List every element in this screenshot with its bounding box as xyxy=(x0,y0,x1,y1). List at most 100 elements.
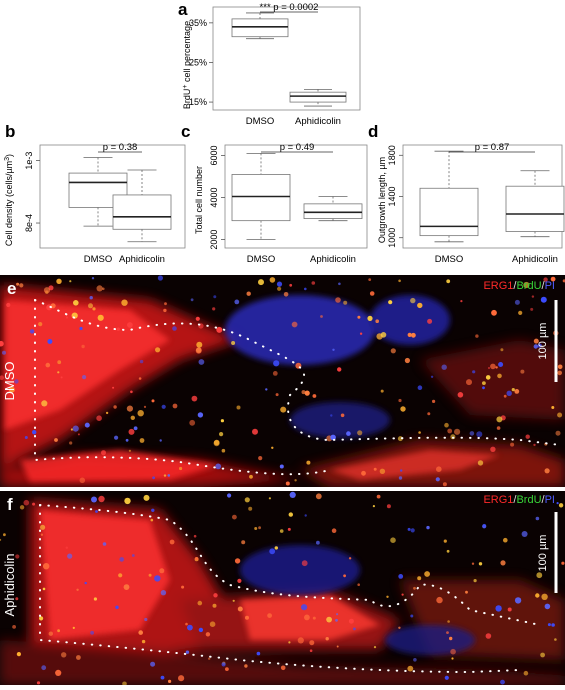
cell-dot xyxy=(178,675,185,682)
cell-dot xyxy=(123,584,130,590)
cell-dot xyxy=(304,287,307,291)
panel-e-nuclei-blue xyxy=(225,295,450,438)
cell-dot xyxy=(2,350,6,355)
cell-dot xyxy=(41,665,47,671)
cell-dot xyxy=(47,339,53,344)
plot-a-area: 15% 25% 35% DMSO Aphidicolin *** p = 0.0002 xyxy=(189,2,361,127)
cell-dot xyxy=(19,283,24,288)
significance-label: p = 0.38 xyxy=(103,142,138,153)
panel-f-tissue-bright xyxy=(40,510,380,640)
cell-dot xyxy=(400,469,403,472)
cell-dot xyxy=(346,431,351,436)
cell-dot xyxy=(336,613,339,616)
cell-dot xyxy=(413,658,417,662)
cell-dot xyxy=(221,448,226,453)
panel-f-letter: f xyxy=(7,495,13,514)
cell-dot xyxy=(225,667,229,671)
cell-dot xyxy=(57,371,60,374)
panel-a-letter: a xyxy=(178,0,188,19)
cell-dot xyxy=(246,291,251,296)
cell-dot xyxy=(205,632,211,637)
cell-dot xyxy=(40,524,46,530)
cell-dot xyxy=(275,393,279,397)
cell-dot xyxy=(154,575,161,582)
cell-dot xyxy=(472,370,476,374)
cell-dot xyxy=(23,499,30,506)
cell-dot xyxy=(169,539,175,545)
cell-dot xyxy=(269,548,276,555)
cell-dot xyxy=(325,637,329,641)
cell-dot xyxy=(485,375,491,380)
cell-dot xyxy=(172,326,177,331)
cell-dot xyxy=(331,528,337,533)
cell-dot xyxy=(490,363,496,370)
y-tick-label: 35% xyxy=(189,18,207,28)
cell-dot xyxy=(544,603,551,610)
cell-dot xyxy=(447,428,453,434)
cell-dot xyxy=(231,341,236,345)
cell-dot xyxy=(375,319,380,324)
cell-dot xyxy=(65,316,69,319)
cell-dot xyxy=(258,456,263,461)
cell-dot xyxy=(185,650,190,654)
cell-dot xyxy=(118,573,123,578)
cell-dot xyxy=(533,344,538,349)
cell-dot xyxy=(476,431,483,438)
cell-dot xyxy=(72,626,75,630)
cell-dot xyxy=(191,395,198,402)
cell-dot xyxy=(289,491,296,498)
cell-dot xyxy=(368,278,372,281)
cell-dot xyxy=(115,605,119,609)
cell-dot xyxy=(551,623,555,627)
cell-dot xyxy=(164,302,167,306)
cell-dot xyxy=(475,334,479,338)
cell-dot xyxy=(535,593,540,598)
cell-dot xyxy=(523,281,530,289)
cell-dot xyxy=(72,425,79,432)
box-dmso xyxy=(231,18,289,38)
cell-dot xyxy=(29,329,35,334)
cell-dot xyxy=(155,347,161,353)
panel-b: b 8e-4 1e-3 DMSO Aphidicolin p = 0.38 Cell d… xyxy=(4,122,186,265)
cell-dot xyxy=(555,430,561,436)
cell-dot xyxy=(73,300,79,306)
cell-dot xyxy=(220,419,224,423)
cell-dot xyxy=(380,332,387,338)
cell-dot xyxy=(76,655,81,660)
cell-dot xyxy=(285,481,290,486)
cell-dot xyxy=(24,436,28,439)
cell-dot xyxy=(312,394,317,398)
cell-dot xyxy=(84,422,90,428)
legend-channel: ERG1 xyxy=(483,280,513,292)
cell-dot xyxy=(436,466,442,473)
cell-dot xyxy=(91,496,97,503)
cell-dot xyxy=(417,302,423,309)
x-category-label: Aphidicolin xyxy=(512,254,558,265)
cell-dot xyxy=(0,538,2,541)
cell-dot xyxy=(426,525,430,530)
cell-dot xyxy=(444,422,449,428)
cell-dot xyxy=(407,665,414,672)
cell-dot xyxy=(500,348,504,352)
cell-dot xyxy=(457,392,464,398)
cell-dot xyxy=(237,578,242,584)
panel-f-cells xyxy=(0,491,565,685)
cell-dot xyxy=(543,277,548,282)
cell-dot xyxy=(252,428,258,435)
cell-dot xyxy=(54,438,58,442)
cell-dot xyxy=(338,282,341,286)
legend-channel: ERG1 xyxy=(483,494,513,506)
cell-dot xyxy=(143,405,147,408)
cell-dot xyxy=(6,302,11,308)
cell-dot xyxy=(196,347,202,353)
cell-dot xyxy=(19,505,25,510)
cell-dot xyxy=(503,537,508,543)
cell-dot xyxy=(407,332,412,337)
cell-dot xyxy=(36,681,41,685)
cell-dot xyxy=(413,586,416,590)
cell-dot xyxy=(148,573,152,577)
cell-dot xyxy=(316,540,320,545)
plot-d-area: 1000 1400 1800 DMSO Aphidicolin p = 0.87 xyxy=(387,142,565,265)
cell-dot xyxy=(160,590,167,596)
cell-dot xyxy=(417,385,423,391)
